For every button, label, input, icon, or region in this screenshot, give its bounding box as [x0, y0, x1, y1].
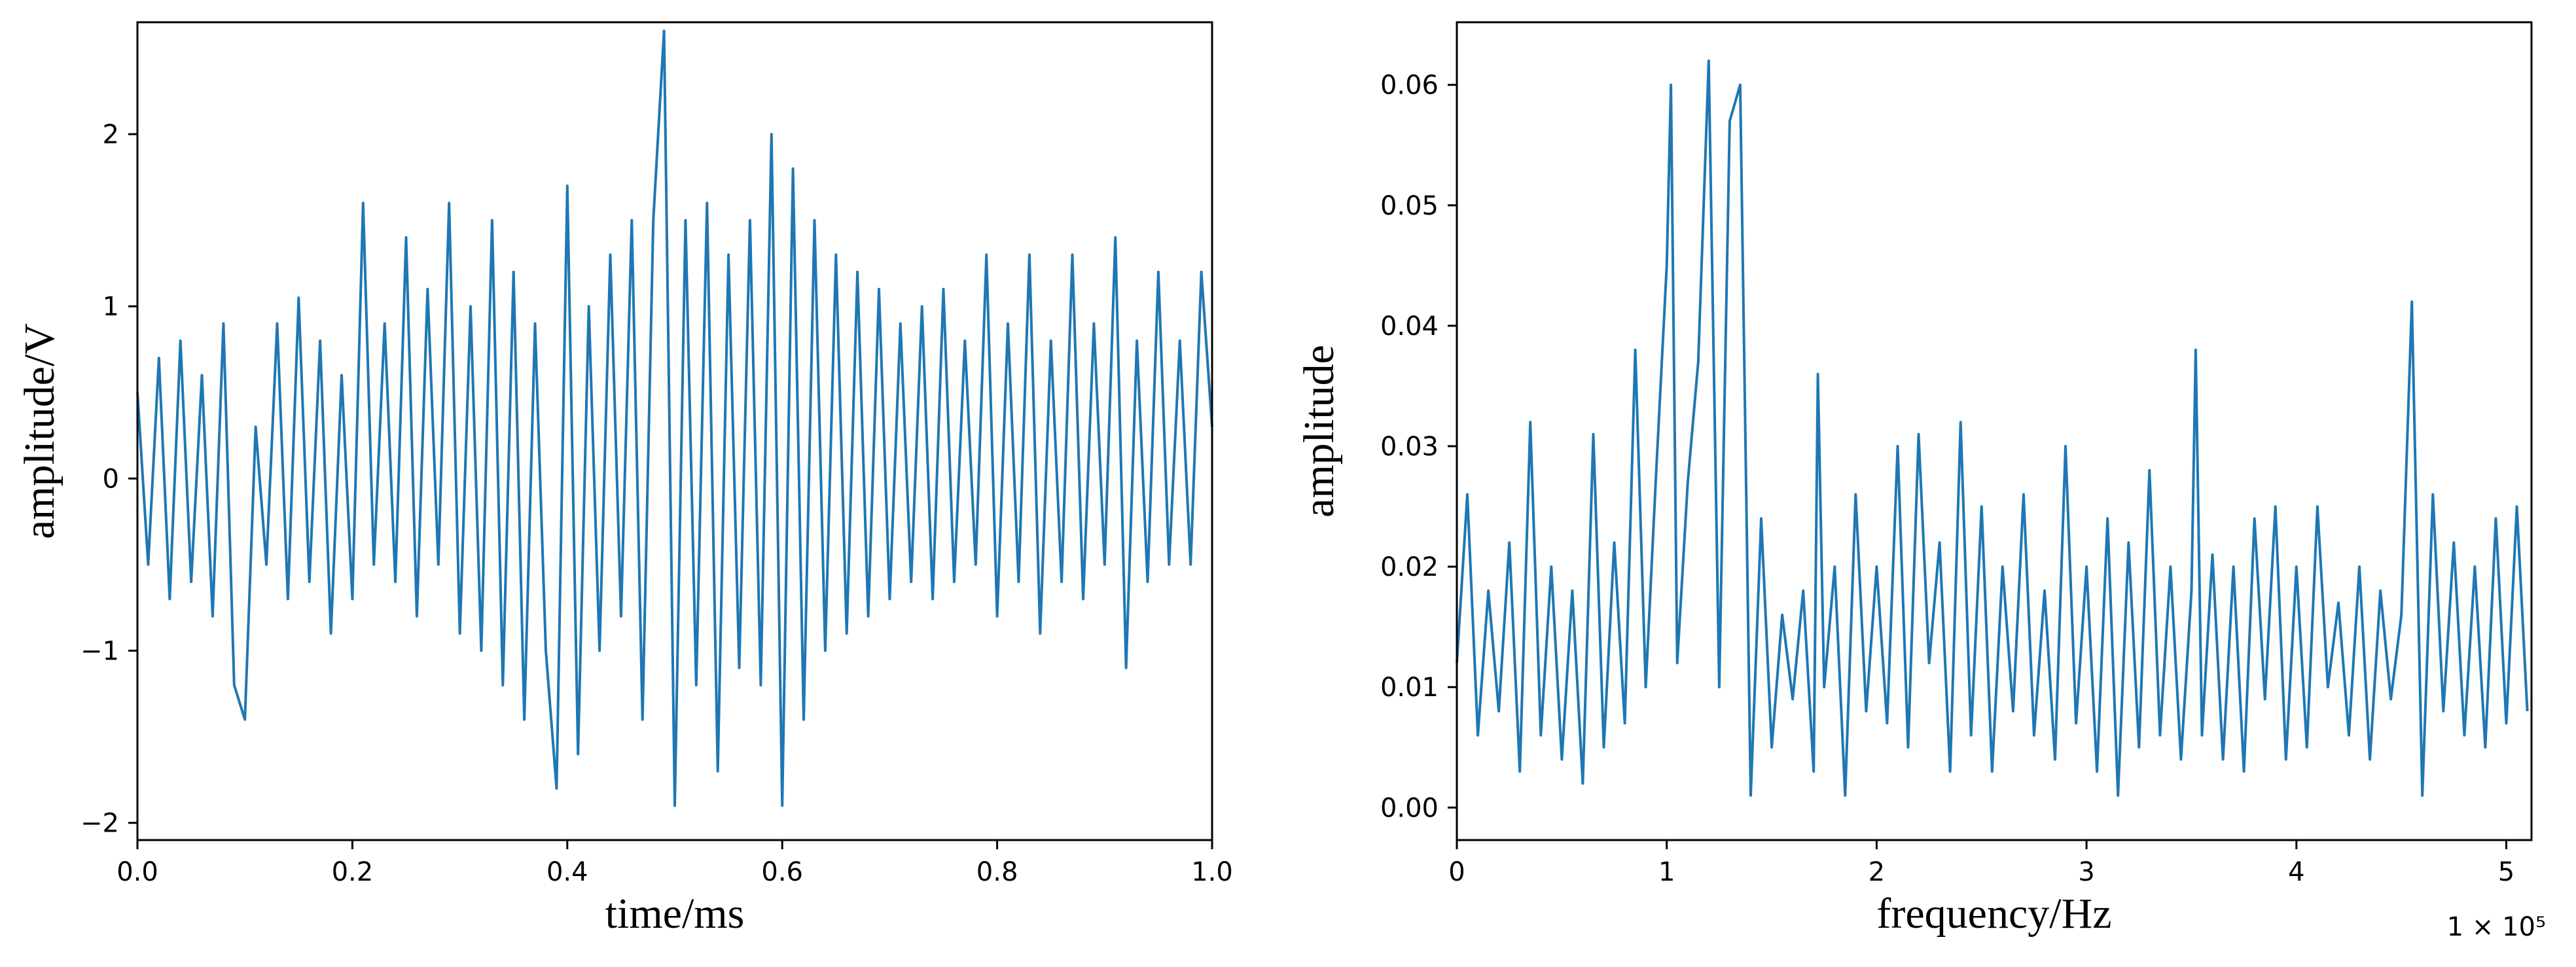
frequency-spectrum-chart: 0 1 2 3 4 5 0.00 0.01 0.02 0.03 0.04 0.05 0.06 freque… — [1295, 21, 2546, 942]
freq-x-tick-label: 1 — [1658, 857, 1675, 887]
time-plot-frame — [136, 21, 1213, 841]
time-y-tick-label: −1 — [80, 637, 119, 667]
time-y-tick-label: −2 — [80, 809, 119, 839]
time-y-tick-label: 1 — [103, 292, 119, 322]
time-y-axis-label: amplitude/V — [16, 323, 63, 539]
freq-y-tick-label: 0.01 — [1380, 673, 1439, 703]
freq-x-offset-label: 1 × 10⁵ — [2447, 912, 2546, 942]
time-series-line-0 — [136, 29, 1213, 807]
time-x-tick-label: 1.0 — [1191, 857, 1233, 887]
time-y-tick-label: 0 — [103, 464, 119, 494]
freq-series-line-0 — [1456, 59, 2529, 797]
freq-y-tick-label: 0.00 — [1380, 793, 1439, 823]
time-x-tick-label: 0.0 — [116, 857, 158, 887]
freq-y-tick-label: 0.03 — [1380, 432, 1439, 462]
time-x-tick-label: 0.4 — [546, 857, 588, 887]
freq-plot-frame — [1456, 21, 2533, 841]
time-y-tick-label: 2 — [103, 120, 119, 150]
freq-x-tick-label: 4 — [2288, 857, 2304, 887]
freq-y-axis-label: amplitude — [1295, 345, 1343, 518]
time-x-tick-label: 0.6 — [761, 857, 803, 887]
freq-x-tick-label: 0 — [1448, 857, 1465, 887]
freq-x-tick-label: 5 — [2498, 857, 2514, 887]
time-x-tick-label: 0.8 — [976, 857, 1018, 887]
freq-y-tick-label: 0.02 — [1380, 552, 1439, 582]
freq-y-tick-label: 0.05 — [1380, 191, 1439, 221]
time-x-tick-label: 0.2 — [332, 857, 374, 887]
freq-y-tick-label: 0.04 — [1380, 311, 1439, 342]
freq-x-tick-label: 3 — [2078, 857, 2094, 887]
freq-y-tick-label: 0.06 — [1380, 71, 1439, 101]
freq-x-tick-label: 2 — [1869, 857, 1885, 887]
freq-x-axis-label: frequency/Hz — [1876, 890, 2111, 938]
time-domain-chart: 0.0 0.2 0.4 0.6 0.8 1.0 −2 −1 0 1 2 time/ms amplitud… — [16, 21, 1233, 938]
time-x-axis-label: time/ms — [605, 890, 745, 938]
